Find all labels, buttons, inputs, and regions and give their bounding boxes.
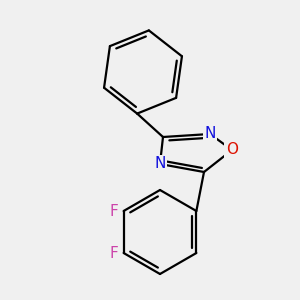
Text: N: N [204,127,216,142]
Text: N: N [154,157,166,172]
Text: F: F [109,203,118,218]
Text: O: O [226,142,238,158]
Text: F: F [109,245,118,260]
